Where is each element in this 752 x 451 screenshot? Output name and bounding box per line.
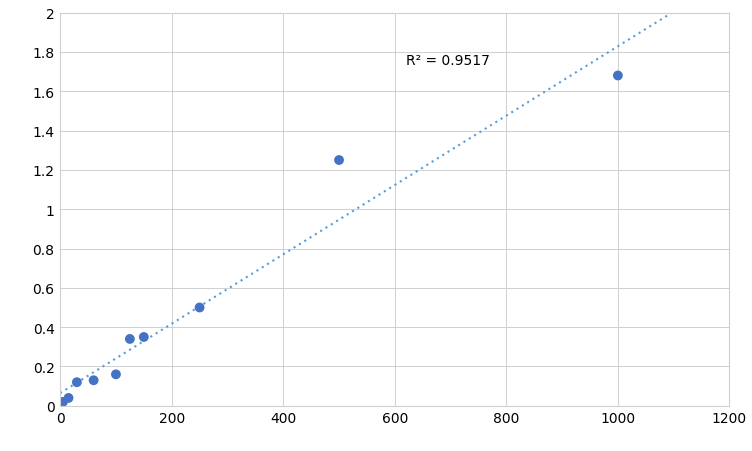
Point [333,157,345,164]
Point [71,379,83,386]
Point [193,304,205,312]
Point [124,336,136,343]
Point [612,73,624,80]
Point [110,371,122,378]
Point [57,398,69,405]
Point [62,395,74,402]
Text: R² = 0.9517: R² = 0.9517 [406,54,490,68]
Point [138,334,150,341]
Point [87,377,99,384]
